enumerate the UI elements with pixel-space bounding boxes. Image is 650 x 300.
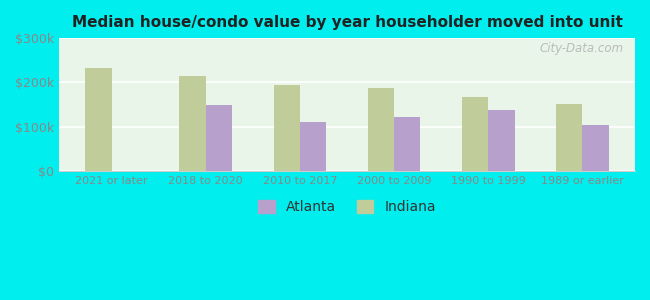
Bar: [394, 117, 421, 171]
Bar: [205, 105, 232, 171]
Bar: [368, 88, 394, 171]
Bar: [274, 85, 300, 171]
Bar: [179, 76, 205, 171]
Text: City-Data.com: City-Data.com: [540, 42, 623, 55]
Bar: [582, 125, 609, 171]
Bar: [462, 97, 488, 171]
Bar: [300, 122, 326, 171]
Bar: [488, 110, 515, 171]
Bar: [556, 103, 582, 171]
Legend: Atlanta, Indiana: Atlanta, Indiana: [252, 195, 441, 220]
Title: Median house/condo value by year householder moved into unit: Median house/condo value by year househo…: [72, 15, 623, 30]
Bar: [85, 68, 112, 171]
